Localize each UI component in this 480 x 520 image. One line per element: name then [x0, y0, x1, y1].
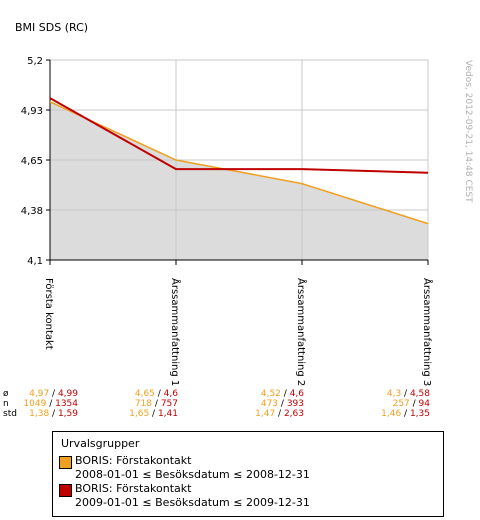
stats-cell: 1,46 / 1,35	[381, 409, 430, 419]
stats-row-label: std	[3, 409, 17, 419]
y-tick-label: 5,2	[27, 56, 43, 67]
stats-row-label: n	[3, 399, 9, 409]
legend-title: Urvalsgrupper	[61, 437, 140, 450]
legend-swatch-orange	[59, 456, 72, 469]
legend-text: BORIS: Förstakontakt 2008-01-01 ≤ Besöks…	[75, 454, 310, 482]
series-line-1	[49, 101, 429, 225]
stats-cell: 1,38 / 1,59	[29, 409, 78, 419]
stats-cell: 257 / 94	[392, 399, 430, 409]
stats-cell: 4,3 / 4,58	[386, 389, 430, 399]
stats-cell: 4,97 / 4,99	[29, 389, 78, 399]
watermark: Vedos, 2012-09-21, 14:48 CEST	[463, 60, 473, 203]
stats-cell: 4,52 / 4,6	[260, 389, 304, 399]
legend-line2: 2009-01-01 ≤ Besöksdatum ≤ 2009-12-31	[75, 496, 310, 509]
stats-table: ø n std 4,97 / 4,99 1049 / 1354 1,38 / 1,59 4,…	[0, 389, 480, 425]
legend-line1: BORIS: Förstakontakt	[75, 454, 192, 467]
y-tick-label: 4,38	[21, 206, 43, 217]
x-tick-label: Årssammanfattning 3	[421, 278, 434, 386]
y-tick-label: 4,65	[21, 156, 43, 167]
legend-line1: BORIS: Förstakontakt	[75, 482, 192, 495]
stats-cell: 718 / 757	[134, 399, 178, 409]
y-tick-label: 4,1	[27, 256, 43, 267]
stats-cell: 473 / 393	[260, 399, 304, 409]
legend: Urvalsgrupper BORIS: Förstakontakt 2008-…	[52, 431, 444, 517]
stats-row-label: ø	[3, 389, 9, 399]
area-fill	[50, 101, 428, 261]
x-tick-label: Årssammanfattning 1	[169, 278, 182, 386]
x-tick-label: Årssammanfattning 2	[295, 278, 308, 386]
y-tick-label: 4,93	[21, 106, 43, 117]
stats-cell: 1,65 / 1,41	[129, 409, 178, 419]
legend-line2: 2008-01-01 ≤ Besöksdatum ≤ 2008-12-31	[75, 468, 310, 481]
legend-text: BORIS: Förstakontakt 2009-01-01 ≤ Besöks…	[75, 482, 310, 510]
stats-cell: 4,65 / 4,6	[134, 389, 178, 399]
x-tick-label: Första kontakt	[43, 278, 54, 350]
chart-title: BMI SDS (RC)	[15, 21, 89, 34]
series-line-2	[49, 97, 429, 174]
legend-swatch-red	[59, 484, 72, 497]
stats-cell: 1,47 / 2,63	[255, 409, 304, 419]
stats-cell: 1049 / 1354	[23, 399, 78, 409]
